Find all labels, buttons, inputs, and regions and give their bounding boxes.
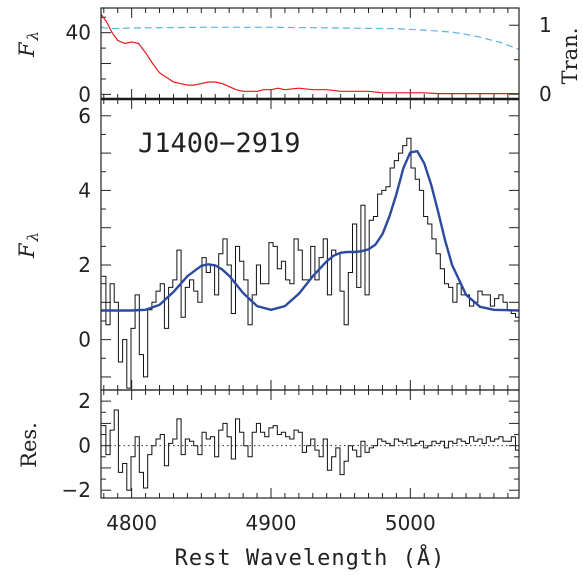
right-y-tick-label: 0 <box>539 82 552 106</box>
object-name: J1400−2919 <box>138 128 301 159</box>
x-axis-label: Rest Wavelength (Å) <box>175 544 446 571</box>
x-tick-label: 4900 <box>246 511 297 535</box>
y-axis-label-sub: λ <box>24 232 42 243</box>
y-tick-label: 4 <box>78 178 91 202</box>
right-axis-label: Tran. <box>558 28 582 85</box>
plot-area <box>101 13 519 95</box>
right-y-tick-label: 1 <box>539 13 552 37</box>
x-tick-label: 5000 <box>385 511 436 535</box>
y-tick-label: 40 <box>66 21 91 45</box>
y-axis-label: Fλ <box>15 232 42 259</box>
y-axis-label: Fλ <box>15 31 42 58</box>
plot-area <box>101 137 519 389</box>
panel-frame <box>100 389 520 499</box>
sky-flux-curve <box>101 13 519 95</box>
y-axis-label-main: F <box>15 242 39 259</box>
spectrum-panel: 0 2 4 6 J1400−2919 Fλ <box>15 98 520 391</box>
data-step-line <box>101 409 519 491</box>
y-tick-label: 0 <box>78 434 91 458</box>
panel-frame <box>100 7 520 100</box>
y-tick-label: 2 <box>78 253 91 277</box>
x-tick-label: 4800 <box>106 511 157 535</box>
plot-area <box>101 409 519 491</box>
y-tick-label: 0 <box>78 328 91 352</box>
data-step-line <box>101 137 519 389</box>
y-axis-label-sub: λ <box>24 31 42 42</box>
model-fit-curve <box>101 150 519 312</box>
y-tick-label: −2 <box>62 478 91 502</box>
residual-panel: −2 0 2 4800 4900 5000 Rest Wavelength (Å) Res. <box>17 389 520 571</box>
y-axis-label-main: F <box>15 41 39 58</box>
y-axis-label: Res. <box>17 422 41 468</box>
transmission-curve <box>101 26 519 50</box>
y-tick-label: 0 <box>78 82 91 106</box>
y-tick-label: 6 <box>78 104 91 128</box>
y-tick-label: 2 <box>78 389 91 413</box>
